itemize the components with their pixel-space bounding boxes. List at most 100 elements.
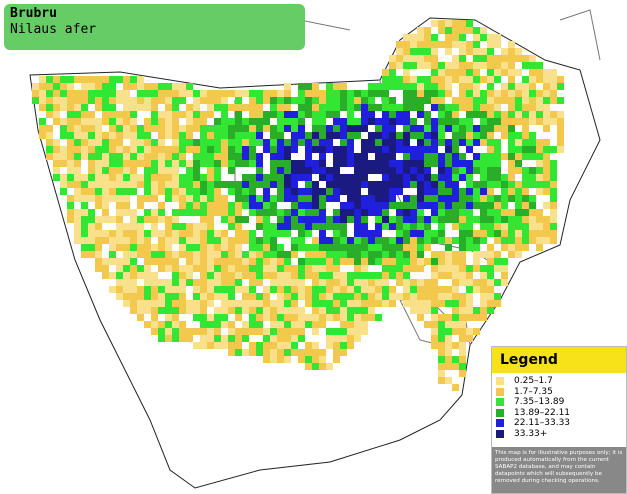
grid-cell [186,209,193,216]
grid-cell [312,216,319,223]
grid-cell [347,216,354,223]
grid-cell [501,279,508,286]
grid-cell [410,153,417,160]
grid-cell [263,286,270,293]
grid-cell [438,356,445,363]
grid-cell [459,167,466,174]
grid-cell [256,244,263,251]
grid-cell [466,300,473,307]
grid-cell [501,62,508,69]
grid-cell [179,293,186,300]
grid-cell [438,160,445,167]
grid-cell [277,272,284,279]
grid-cell [235,223,242,230]
grid-cell [298,195,305,202]
grid-cell [81,195,88,202]
grid-cell [326,195,333,202]
grid-cell [284,90,291,97]
grid-cell [403,237,410,244]
grid-cell [137,139,144,146]
grid-cell [550,118,557,125]
grid-cell [459,34,466,41]
grid-cell [557,139,564,146]
grid-cell [452,258,459,265]
grid-cell [228,216,235,223]
grid-cell [186,272,193,279]
grid-cell [473,55,480,62]
grid-cell [466,48,473,55]
grid-cell [235,153,242,160]
grid-cell [536,139,543,146]
grid-cell [508,104,515,111]
legend-item: 1.7–7.35 [492,387,626,398]
grid-cell [242,90,249,97]
grid-cell [466,62,473,69]
grid-cell [172,279,179,286]
grid-cell [207,328,214,335]
grid-cell [452,307,459,314]
grid-cell [277,279,284,286]
grid-cell [284,188,291,195]
grid-cell [354,321,361,328]
grid-cell [270,314,277,321]
grid-cell [179,83,186,90]
grid-cell [242,265,249,272]
grid-cell [536,62,543,69]
grid-cell [130,286,137,293]
grid-cell [214,293,221,300]
grid-cell [438,195,445,202]
grid-cell [333,111,340,118]
grid-cell [431,342,438,349]
grid-cell [235,265,242,272]
grid-cell [284,342,291,349]
grid-cell [487,307,494,314]
grid-cell [508,223,515,230]
grid-cell [438,209,445,216]
grid-cell [151,181,158,188]
grid-cell [326,286,333,293]
grid-cell [522,62,529,69]
grid-cell [172,216,179,223]
grid-cell [368,244,375,251]
grid-cell [312,223,319,230]
grid-cell [445,111,452,118]
grid-cell [473,286,480,293]
grid-cell [256,349,263,356]
grid-cell [130,104,137,111]
grid-cell [403,167,410,174]
grid-cell [466,125,473,132]
grid-cell [172,146,179,153]
grid-cell [466,209,473,216]
grid-cell [452,300,459,307]
grid-cell [375,202,382,209]
grid-cell [109,125,116,132]
grid-cell [102,174,109,181]
grid-cell [508,139,515,146]
grid-cell [480,237,487,244]
grid-cell [438,167,445,174]
grid-cell [431,307,438,314]
grid-cell [53,153,60,160]
grid-cell [249,181,256,188]
grid-cell [193,265,200,272]
grid-cell [375,314,382,321]
grid-cell [480,300,487,307]
grid-cell [473,111,480,118]
legend-swatch [496,429,504,438]
grid-cell [298,279,305,286]
grid-cell [480,90,487,97]
grid-cell [200,251,207,258]
grid-cell [361,167,368,174]
grid-cell [480,125,487,132]
grid-cell [144,153,151,160]
grid-cell [193,167,200,174]
grid-cell [158,188,165,195]
grid-cell [543,97,550,104]
grid-cell [249,118,256,125]
grid-cell [396,55,403,62]
grid-cell [109,230,116,237]
grid-cell [32,83,39,90]
grid-cell [410,83,417,90]
grid-cell [81,174,88,181]
grid-cell [452,286,459,293]
